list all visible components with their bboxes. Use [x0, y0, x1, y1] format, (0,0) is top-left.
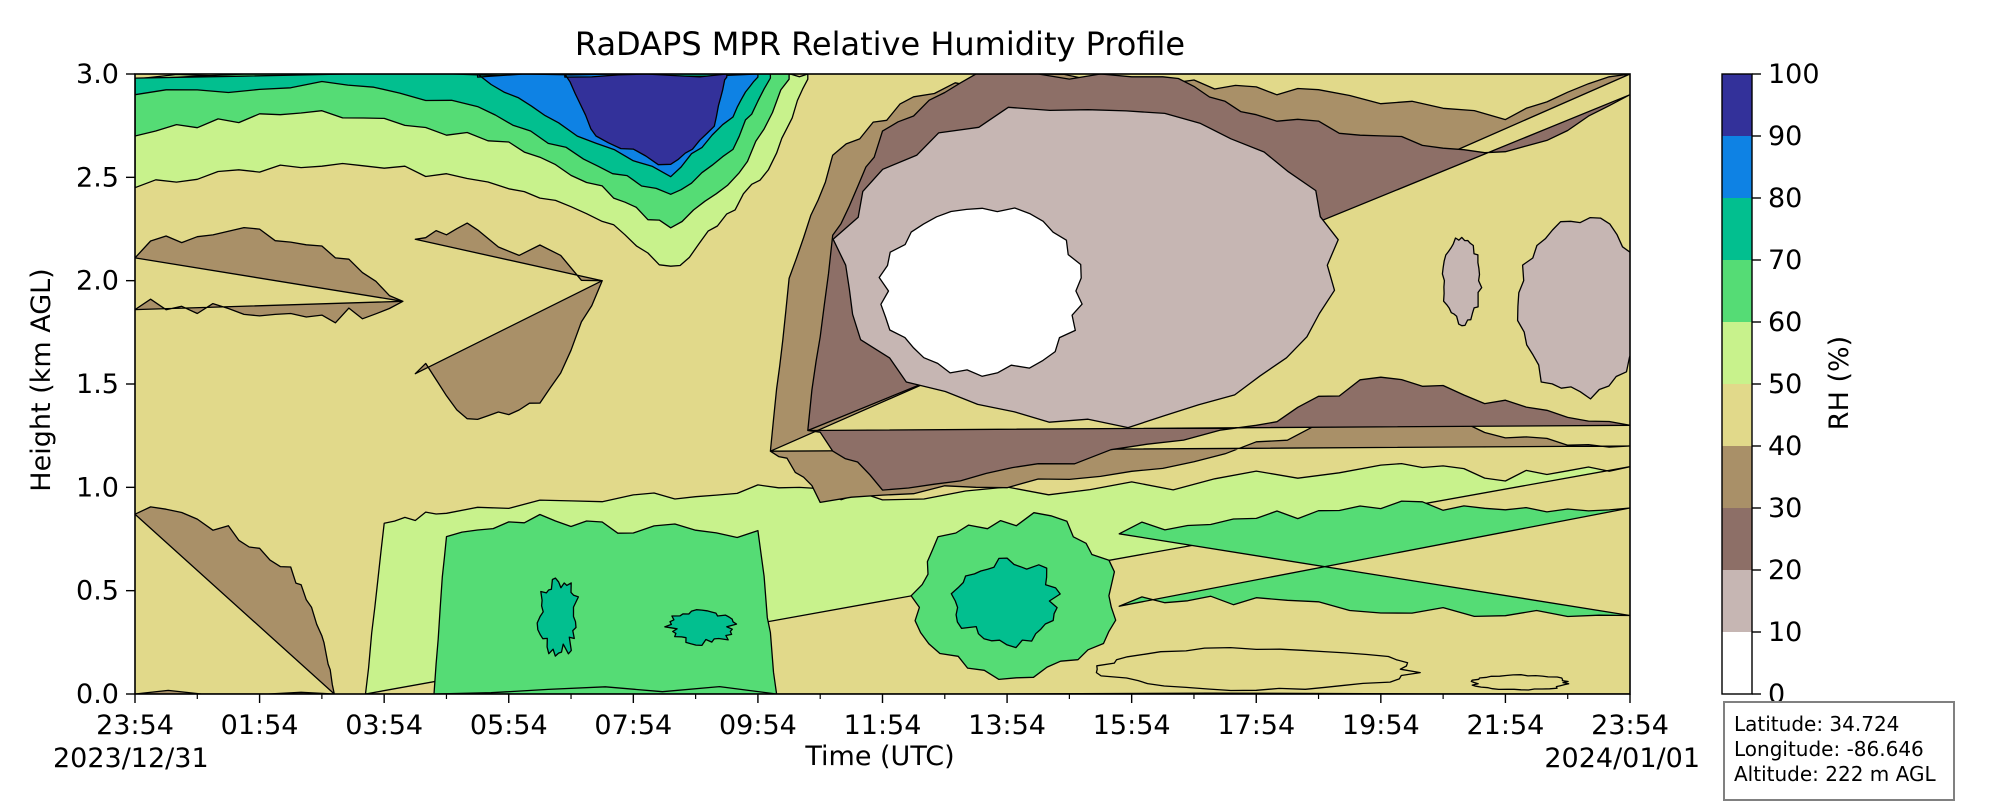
- start-date-label: 2023/12/31: [53, 743, 209, 774]
- rh-90-100-upper: [564, 74, 728, 166]
- rh-30-40-surface-left: [135, 506, 335, 694]
- rh-70-80-core-2: [536, 577, 580, 657]
- rh-40-50-surface-evening: [1095, 646, 1421, 692]
- rh-0-10-core: [878, 207, 1083, 377]
- y-tick-label: 3.0: [76, 59, 119, 90]
- x-tick-label: 23:54: [96, 710, 174, 741]
- chart-title: RaDAPS MPR Relative Humidity Profile: [575, 25, 1185, 63]
- colorbar-tick-label: 20: [1768, 555, 1802, 586]
- rh-10-20-night: [1516, 216, 1630, 400]
- rh-60-70-morning-low: [433, 513, 778, 694]
- colorbar-segment: [1722, 508, 1752, 570]
- x-tick-label: 07:54: [594, 710, 672, 741]
- end-date-label: 2024/01/01: [1544, 743, 1700, 774]
- colorbar-segment: [1722, 384, 1752, 446]
- colorbar-tick-label: 40: [1768, 431, 1802, 462]
- y-tick-label: 0.5: [76, 576, 119, 607]
- rh-10-20-night-small: [1441, 236, 1483, 327]
- rh-60-70-evening-low: [1118, 500, 1630, 618]
- longitude-text: Longitude: -86.646: [1734, 737, 1924, 761]
- plot-area: [134, 73, 1631, 695]
- y-tick-label: 1.0: [76, 472, 119, 503]
- colorbar-segment: [1722, 136, 1752, 198]
- x-axis-label: Time (UTC): [804, 741, 954, 772]
- x-tick-label: 05:54: [470, 710, 548, 741]
- rh-30-40-night-aloft: [414, 222, 603, 421]
- colorbar-tick-label: 30: [1768, 493, 1802, 524]
- colorbar-label: RH (%): [1824, 336, 1855, 430]
- x-tick-label: 01:54: [221, 710, 299, 741]
- y-tick-label: 2.0: [76, 266, 119, 297]
- colorbar-tick-label: 80: [1768, 183, 1802, 214]
- x-tick-label: 09:54: [719, 710, 797, 741]
- latitude-text: Latitude: 34.724: [1734, 712, 1900, 736]
- colorbar-tick-label: 60: [1768, 307, 1802, 338]
- colorbar-tick-label: 70: [1768, 245, 1802, 276]
- colorbar-segment: [1722, 198, 1752, 260]
- y-tick-label: 2.5: [76, 162, 119, 193]
- colorbar-tick-label: 100: [1768, 59, 1820, 90]
- colorbar-segment: [1722, 570, 1752, 632]
- x-tick-label: 03:54: [345, 710, 423, 741]
- x-tick-label: 19:54: [1342, 710, 1420, 741]
- x-tick-label: 13:54: [968, 710, 1046, 741]
- colorbar-segment: [1722, 446, 1752, 508]
- colorbar-tick-label: 10: [1768, 617, 1802, 648]
- y-axis-label: Height (km AGL): [26, 268, 57, 491]
- x-tick-label: 21:54: [1467, 710, 1545, 741]
- colorbar-segment: [1722, 322, 1752, 384]
- x-tick-label: 15:54: [1093, 710, 1171, 741]
- x-tick-label: 23:54: [1591, 710, 1669, 741]
- station-info-box: Latitude: 34.724 Longitude: -86.646 Alti…: [1723, 701, 1955, 801]
- colorbar-segment: [1722, 74, 1752, 136]
- x-axis: 23:54 01:54 03:54 05:54 07:54 09:54 11:54 13:54…: [96, 694, 1669, 741]
- y-tick-label: 1.5: [76, 369, 119, 400]
- x-tick-label: 17:54: [1217, 710, 1295, 741]
- rh-40-50-surface-night: [1470, 674, 1570, 691]
- contour-layer: [135, 74, 1630, 694]
- colorbar-segment: [1722, 632, 1752, 694]
- y-axis: 0.0 0.5 1.0 1.5 2.0 2.5 3.0: [76, 59, 135, 710]
- rh-70-80-core-3: [664, 609, 738, 647]
- colorbar-tick-label: 50: [1768, 369, 1802, 400]
- colorbar-segment: [1722, 260, 1752, 322]
- x-tick-label: 11:54: [844, 710, 922, 741]
- altitude-text: Altitude: 222 m AGL: [1734, 762, 1936, 786]
- y-tick-label: 0.0: [76, 679, 119, 710]
- rh-30-40-morning-aloft: [135, 226, 404, 324]
- colorbar-tick-label: 90: [1768, 121, 1802, 152]
- rh-70-80-core-1: [950, 557, 1061, 649]
